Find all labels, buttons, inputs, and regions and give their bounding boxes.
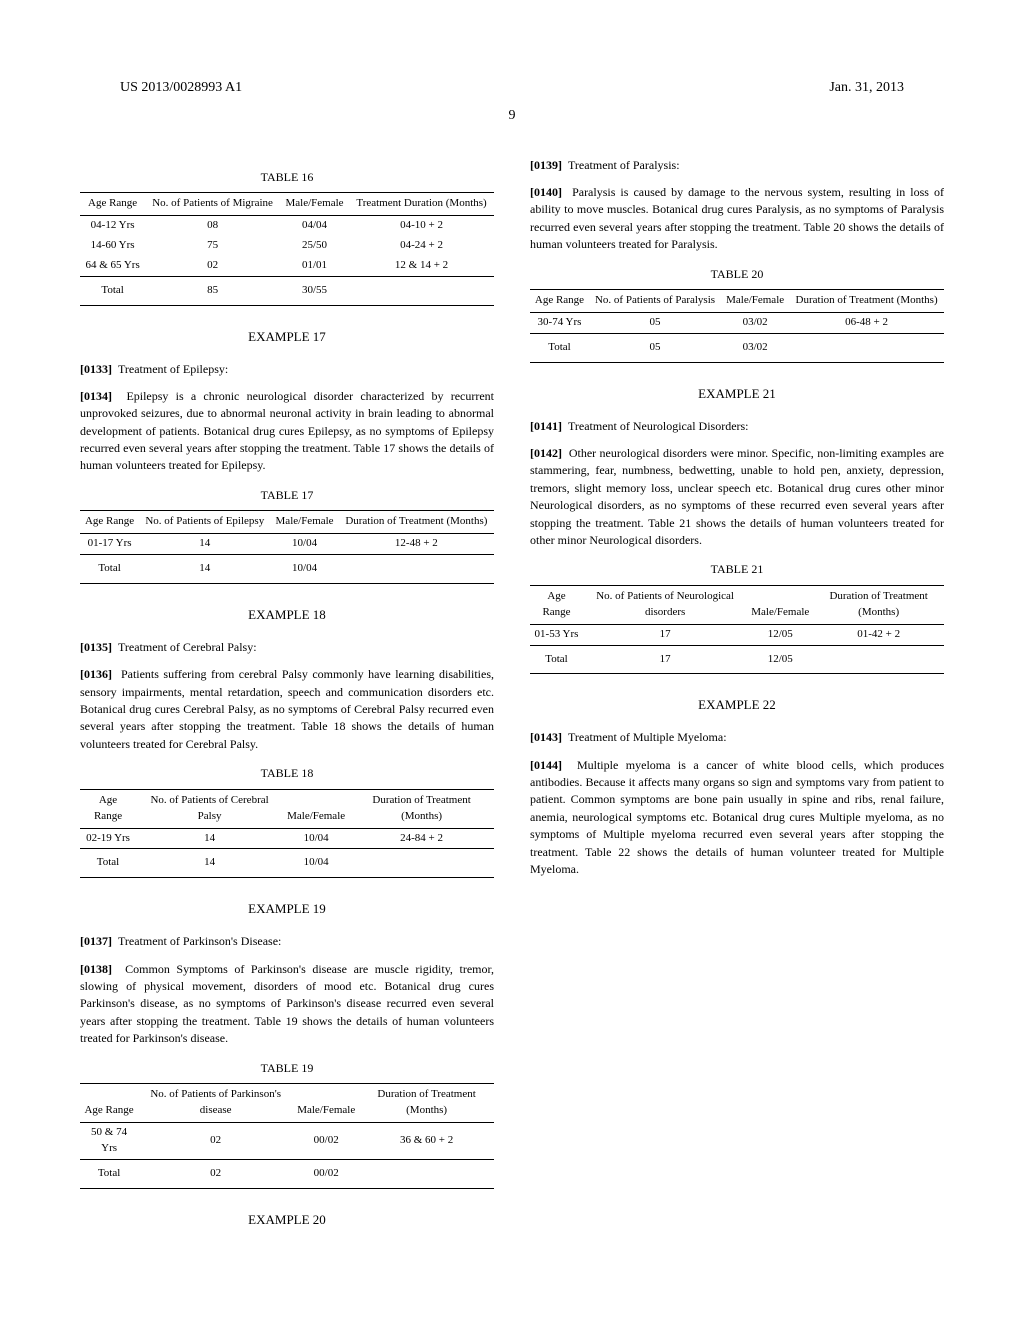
table19-caption: TABLE 19 [80,1060,494,1077]
table16-col3: Treatment Duration (Months) [349,192,494,215]
table-row: 04-12 Yrs0804/0404-10 + 2 [80,215,494,235]
para-0136: [0136] Patients suffering from cerebral … [80,666,494,753]
table21-caption: TABLE 21 [530,561,944,578]
table19: Age RangeNo. of Patients of Parkinson's … [80,1083,494,1189]
table17-caption: TABLE 17 [80,487,494,504]
table16-caption: TABLE 16 [80,169,494,186]
page-header: US 2013/0028993 A1 Jan. 31, 2013 [80,78,944,98]
para-0144: [0144] Multiple myeloma is a cancer of w… [530,757,944,879]
example18-heading: EXAMPLE 18 [80,606,494,625]
table21: Age RangeNo. of Patients of Neurological… [530,585,944,675]
para-0138: [0138] Common Symptoms of Parkinson's di… [80,961,494,1048]
page-number: 9 [80,106,944,126]
publication-number: US 2013/0028993 A1 [120,78,242,98]
para-0135: [0135] Treatment of Cerebral Palsy: [80,639,494,656]
para-0140: [0140] Paralysis is caused by damage to … [530,184,944,254]
table-total-row: Total8530/55 [80,276,494,305]
para-0137: [0137] Treatment of Parkinson's Disease: [80,933,494,950]
table16-col0: Age Range [80,192,145,215]
para-0141: [0141] Treatment of Neurological Disorde… [530,418,944,435]
table16: Age Range No. of Patients of Migraine Ma… [80,192,494,306]
table-total-row: Total1410/04 [80,849,494,878]
para-0134: [0134] Epilepsy is a chronic neurologica… [80,388,494,475]
example21-heading: EXAMPLE 21 [530,385,944,404]
example17-heading: EXAMPLE 17 [80,328,494,347]
table16-col1: No. of Patients of Migraine [145,192,280,215]
table20-caption: TABLE 20 [530,266,944,283]
table-total-row: Total1712/05 [530,645,944,674]
table18-caption: TABLE 18 [80,765,494,782]
table-row: 01-53 Yrs1712/0501-42 + 2 [530,624,944,645]
content-columns: TABLE 16 Age Range No. of Patients of Mi… [80,157,944,1257]
table-row: 02-19 Yrs1410/0424-84 + 2 [80,828,494,849]
table18: Age RangeNo. of Patients of Cerebral Pal… [80,789,494,879]
table-total-row: Total1410/04 [80,555,494,584]
para-0139: [0139] Treatment of Paralysis: [530,157,944,174]
para-0133: [0133] Treatment of Epilepsy: [80,361,494,378]
table16-col2: Male/Female [280,192,349,215]
table-row: 30-74 Yrs0503/0206-48 + 2 [530,312,944,333]
table-row: 50 & 74 Yrs0200/0236 & 60 + 2 [80,1122,494,1159]
para-0143: [0143] Treatment of Multiple Myeloma: [530,729,944,746]
publication-date: Jan. 31, 2013 [829,78,904,98]
example20-heading: EXAMPLE 20 [80,1211,494,1230]
table-total-row: Total0503/02 [530,333,944,362]
example19-heading: EXAMPLE 19 [80,900,494,919]
table-row: 64 & 65 Yrs0201/0112 & 14 + 2 [80,256,494,276]
table-row: 01-17 Yrs1410/0412-48 + 2 [80,534,494,555]
example22-heading: EXAMPLE 22 [530,696,944,715]
para-0142: [0142] Other neurological disorders were… [530,445,944,549]
table20: Age RangeNo. of Patients of ParalysisMal… [530,289,944,363]
table-row: 14-60 Yrs7525/5004-24 + 2 [80,236,494,256]
table-total-row: Total0200/02 [80,1159,494,1188]
table17: Age RangeNo. of Patients of EpilepsyMale… [80,510,494,584]
